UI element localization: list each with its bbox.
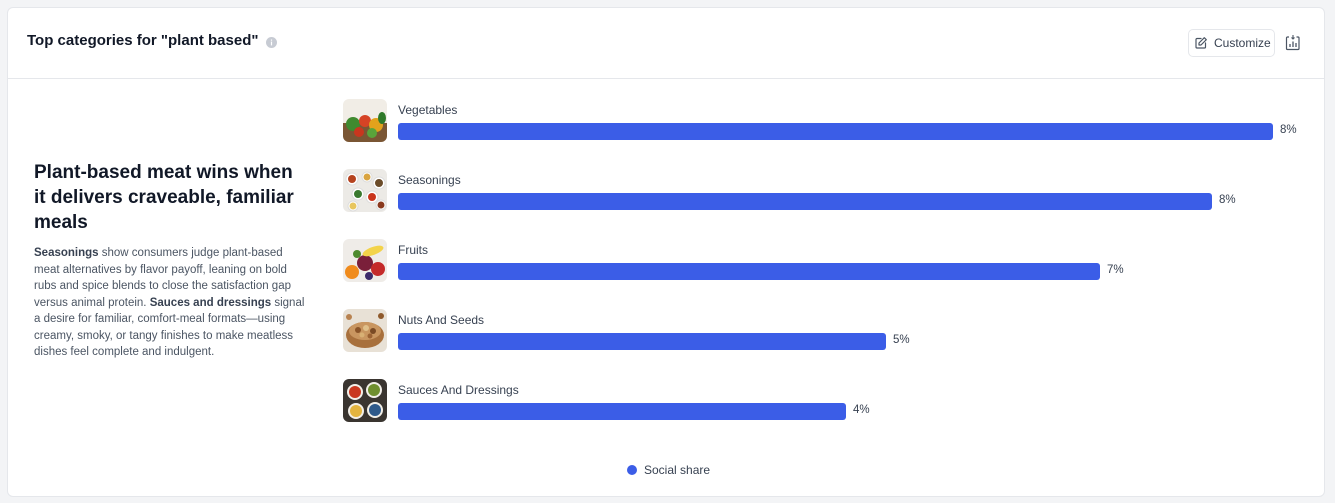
legend-label: Social share	[644, 463, 711, 477]
bar-track: 8%	[398, 193, 1273, 210]
category-label: Vegetables	[398, 103, 458, 117]
insight-text-2: signal a desire for familiar, comfort-me…	[34, 296, 305, 359]
bar-value-label: 8%	[1219, 194, 1236, 206]
customize-label: Customize	[1214, 36, 1271, 50]
bar-fruits[interactable]	[398, 263, 1100, 280]
legend-dot	[627, 465, 637, 475]
card-title: Top categories for "plant based"	[27, 32, 259, 49]
vegetables-thumbnail	[343, 99, 387, 142]
category-label: Seasonings	[398, 173, 461, 187]
insight-text-1: show consumers judge plant-based meat al…	[34, 247, 291, 309]
bar-value-label: 7%	[1107, 264, 1124, 276]
bar-track: 7%	[398, 263, 1273, 280]
insight-bold-seasonings: Seasonings	[34, 247, 99, 259]
info-icon[interactable]	[266, 37, 277, 48]
category-row-nuts-and-seeds[interactable]: Nuts And Seeds 5%	[343, 309, 1313, 353]
customize-button[interactable]: Customize	[1188, 29, 1275, 57]
insight-body: Seasonings show consumers judge plant-ba…	[34, 245, 306, 361]
insight-bold-sauces: Sauces and dressings	[149, 296, 272, 309]
bar-track: 8%	[398, 123, 1297, 140]
insight-panel: Plant-based meat wins when it delivers c…	[34, 160, 306, 361]
bar-value-label: 4%	[853, 404, 870, 416]
sauces-and-dressings-thumbnail	[343, 379, 387, 422]
nuts-and-seeds-thumbnail	[343, 309, 387, 352]
category-row-fruits[interactable]: Fruits 7%	[343, 239, 1313, 283]
top-categories-card: Top categories for "plant based" Customi…	[7, 7, 1325, 497]
insight-headline: Plant-based meat wins when it delivers c…	[34, 162, 294, 233]
chart-legend[interactable]: Social share	[627, 463, 710, 477]
category-row-seasonings[interactable]: Seasonings 8%	[343, 169, 1313, 213]
bar-sauces-and-dressings[interactable]	[398, 403, 846, 420]
bar-vegetables[interactable]	[398, 123, 1273, 140]
export-chart-icon[interactable]	[1284, 34, 1302, 52]
category-label: Sauces And Dressings	[398, 383, 519, 397]
category-row-sauces-and-dressings[interactable]: Sauces And Dressings 4%	[343, 379, 1313, 423]
category-label: Nuts And Seeds	[398, 313, 485, 327]
bar-value-label: 5%	[893, 334, 910, 346]
seasonings-thumbnail	[343, 169, 387, 212]
bar-value-label: 8%	[1280, 124, 1297, 136]
edit-icon	[1195, 37, 1207, 49]
bar-track: 5%	[398, 333, 1273, 350]
category-label: Fruits	[398, 243, 428, 257]
fruits-thumbnail	[343, 239, 387, 282]
category-row-vegetables[interactable]: Vegetables 8%	[343, 99, 1313, 143]
bar-track: 4%	[398, 403, 1273, 420]
card-header: Top categories for "plant based" Customi…	[8, 8, 1324, 79]
bar-nuts-and-seeds[interactable]	[398, 333, 886, 350]
bar-seasonings[interactable]	[398, 193, 1212, 210]
